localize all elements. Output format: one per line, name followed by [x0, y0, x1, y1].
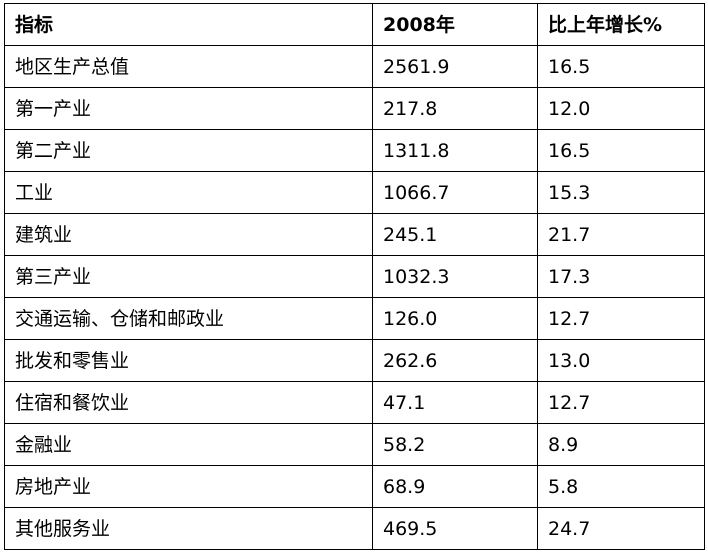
growth-cell: 13.0	[537, 339, 705, 382]
value-cell: 1311.8	[372, 129, 538, 172]
table-row: 交通运输、仓储和邮政业 126.0 12.7	[4, 297, 705, 340]
growth-cell: 12.0	[537, 87, 705, 130]
indicator-cell: 建筑业	[4, 213, 373, 256]
growth-cell: 21.7	[537, 213, 705, 256]
growth-cell: 17.3	[537, 255, 705, 298]
indicator-cell: 第二产业	[4, 129, 373, 172]
indicator-cell: 第三产业	[4, 255, 373, 298]
table-row: 住宿和餐饮业 47.1 12.7	[4, 381, 705, 424]
value-cell: 245.1	[372, 213, 538, 256]
table-row: 批发和零售业 262.6 13.0	[4, 339, 705, 382]
table-header-row: 指标 2008年 比上年增长%	[4, 3, 705, 46]
value-cell: 47.1	[372, 381, 538, 424]
indicator-cell: 住宿和餐饮业	[4, 381, 373, 424]
growth-cell: 16.5	[537, 45, 705, 88]
growth-cell: 24.7	[537, 507, 705, 550]
value-cell: 2561.9	[372, 45, 538, 88]
indicator-cell: 地区生产总值	[4, 45, 373, 88]
value-cell: 68.9	[372, 465, 538, 508]
table-row: 房地产业 68.9 5.8	[4, 465, 705, 508]
indicator-cell: 交通运输、仓储和邮政业	[4, 297, 373, 340]
value-cell: 58.2	[372, 423, 538, 466]
table-row: 其他服务业 469.5 24.7	[4, 507, 705, 550]
header-growth-rate: 比上年增长%	[537, 3, 705, 46]
value-cell: 126.0	[372, 297, 538, 340]
table-row: 第二产业 1311.8 16.5	[4, 129, 705, 172]
growth-cell: 5.8	[537, 465, 705, 508]
value-cell: 1066.7	[372, 171, 538, 214]
statistics-table: 指标 2008年 比上年增长% 地区生产总值 2561.9 16.5 第一产业 …	[4, 3, 705, 550]
indicator-cell: 其他服务业	[4, 507, 373, 550]
table-row: 金融业 58.2 8.9	[4, 423, 705, 466]
indicator-cell: 第一产业	[4, 87, 373, 130]
value-cell: 262.6	[372, 339, 538, 382]
value-cell: 1032.3	[372, 255, 538, 298]
growth-cell: 16.5	[537, 129, 705, 172]
indicator-cell: 房地产业	[4, 465, 373, 508]
table-row: 地区生产总值 2561.9 16.5	[4, 45, 705, 88]
growth-cell: 8.9	[537, 423, 705, 466]
table-row: 建筑业 245.1 21.7	[4, 213, 705, 256]
growth-cell: 15.3	[537, 171, 705, 214]
value-cell: 469.5	[372, 507, 538, 550]
table-row: 第一产业 217.8 12.0	[4, 87, 705, 130]
table-container: 指标 2008年 比上年增长% 地区生产总值 2561.9 16.5 第一产业 …	[4, 3, 705, 550]
growth-cell: 12.7	[537, 297, 705, 340]
table-row: 工业 1066.7 15.3	[4, 171, 705, 214]
header-indicator: 指标	[4, 3, 373, 46]
indicator-cell: 批发和零售业	[4, 339, 373, 382]
indicator-cell: 工业	[4, 171, 373, 214]
value-cell: 217.8	[372, 87, 538, 130]
indicator-cell: 金融业	[4, 423, 373, 466]
header-year-2008: 2008年	[372, 3, 538, 46]
table-row: 第三产业 1032.3 17.3	[4, 255, 705, 298]
growth-cell: 12.7	[537, 381, 705, 424]
